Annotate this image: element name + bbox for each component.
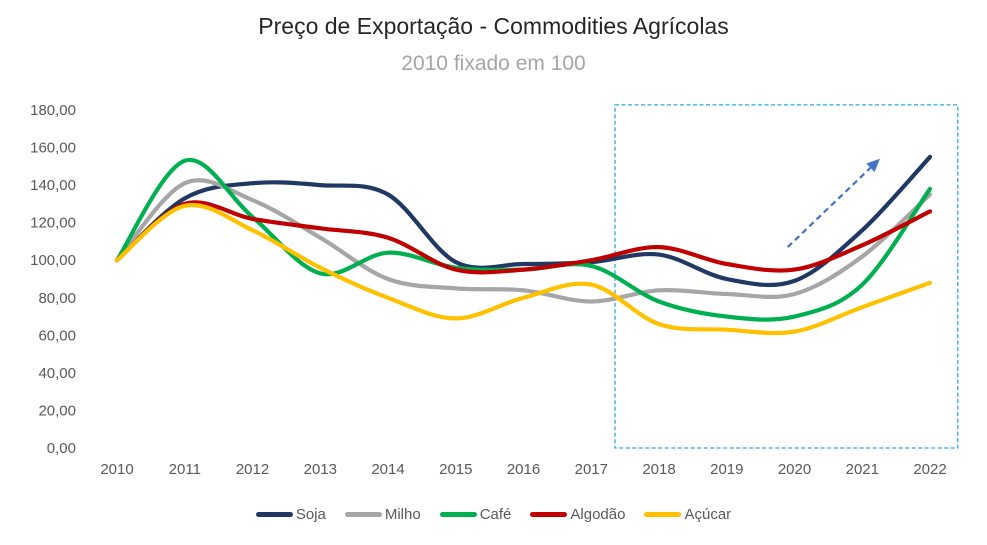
- x-tick-label: 2016: [507, 461, 540, 478]
- y-tick-label: 0,00: [47, 440, 76, 457]
- y-tick-label: 60,00: [38, 327, 76, 344]
- legend-swatch-cafe: [439, 511, 477, 517]
- x-tick-label: 2014: [371, 461, 404, 478]
- trend-arrow-head: [866, 158, 880, 173]
- x-tick-label: 2022: [913, 461, 946, 478]
- y-tick-label: 20,00: [38, 402, 76, 419]
- x-tick-label: 2019: [710, 461, 743, 478]
- legend-swatch-soja: [255, 511, 293, 517]
- y-tick-label: 120,00: [30, 215, 76, 232]
- x-tick-label: 2020: [778, 461, 811, 478]
- series-line-algodao[interactable]: [114, 200, 933, 275]
- chart-title: Preço de Exportação - Commodities Agríco…: [258, 13, 729, 39]
- series-line-soja[interactable]: [114, 154, 933, 288]
- legend-item-milho[interactable]: Milho: [344, 505, 421, 523]
- series-line-milho[interactable]: [114, 178, 933, 304]
- x-tick-label: 2010: [100, 461, 133, 478]
- legend-label: Algodão: [570, 505, 626, 523]
- x-tick-label: 2012: [236, 461, 269, 478]
- series-lines: [114, 154, 933, 336]
- x-tick-label: 2013: [304, 461, 337, 478]
- legend: Soja Milho Café Algodão Açúcar: [0, 501, 987, 527]
- trend-arrow-line: [786, 167, 872, 248]
- series-line-acucar[interactable]: [114, 202, 933, 336]
- legend-item-cafe[interactable]: Café: [439, 505, 512, 523]
- x-tick-label: 2015: [439, 461, 472, 478]
- legend-swatch-acucar: [644, 511, 682, 517]
- legend-label: Milho: [384, 505, 421, 523]
- x-tick-label: 2011: [169, 461, 201, 478]
- y-tick-label: 80,00: [38, 290, 76, 307]
- highlight-box: [614, 104, 959, 449]
- y-tick-label: 100,00: [30, 252, 76, 269]
- legend-item-soja[interactable]: Soja: [255, 505, 326, 523]
- y-tick-label: 40,00: [38, 365, 76, 382]
- legend-item-acucar[interactable]: Açúcar: [644, 506, 731, 523]
- x-tick-label: 2017: [575, 461, 608, 478]
- y-tick-label: 160,00: [30, 140, 76, 157]
- x-tick-label: 2018: [642, 461, 675, 478]
- legend-label: Açúcar: [684, 505, 732, 523]
- y-tick-label: 140,00: [30, 177, 76, 194]
- chart-subtitle: 2010 fixado em 100: [401, 52, 586, 75]
- y-axis-tick-labels: 180,00 160,00 140,00 120,00 100,00 80,00 60,00…: [30, 102, 76, 457]
- x-tick-label: 2021: [846, 461, 879, 478]
- legend-swatch-algodao: [530, 511, 568, 517]
- legend-label: Café: [479, 505, 512, 523]
- legend-item-algodao[interactable]: Algodão: [530, 506, 625, 523]
- y-tick-label: 180,00: [30, 102, 76, 119]
- legend-swatch-milho: [344, 511, 382, 517]
- x-axis-tick-labels: 2010 2011 2012 2013 2014 2015 2016 2017 2018 2019…: [100, 461, 946, 478]
- legend-label: Soja: [295, 505, 326, 523]
